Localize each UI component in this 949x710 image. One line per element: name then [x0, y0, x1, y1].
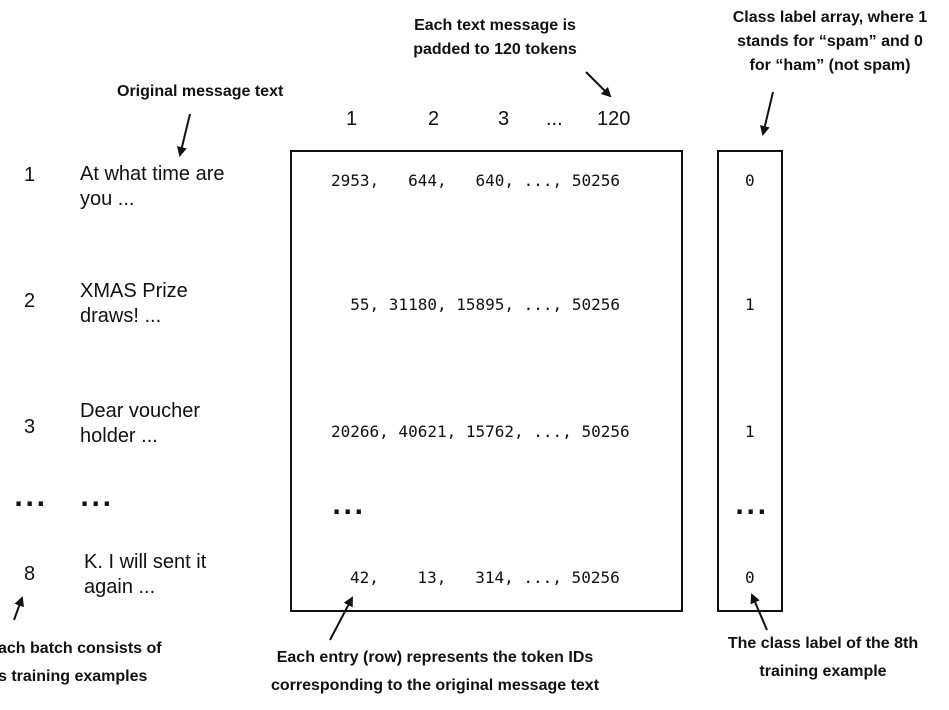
row-index-2: 2: [24, 290, 36, 312]
class-label-8th-annotation: The class label of the 8th training exam…: [708, 632, 938, 684]
class-label-8th-line-1: The class label of the 8th: [727, 635, 919, 652]
entry-row-annotation-line-1: Each entry (row) represents the token ID…: [276, 649, 594, 666]
row-index-8: 8: [24, 563, 36, 585]
column-header-1: 1: [346, 108, 358, 130]
entry-row-arrow: [329, 596, 353, 641]
class-array-arrow: [759, 91, 774, 136]
entry-row-annotation-line-2: corresponding to the original message te…: [270, 677, 600, 694]
message-text-3-line-2: holder ...: [80, 425, 158, 447]
class-label-array-line-3: for “ham” (not spam): [749, 57, 911, 74]
padded-arrow: [585, 71, 612, 98]
message-text-8-line-1: K. I will sent it: [84, 551, 207, 573]
class-label-array: [717, 150, 783, 612]
message-text-8-line-2: again ...: [84, 576, 156, 598]
token-ids-row-2: 55, 31180, 15895, ..., 50256: [331, 295, 620, 314]
class-label-array-line-1: Class label array, where 1: [732, 9, 928, 26]
message-text-1: At what time are you ...: [80, 162, 225, 212]
class-label-array-annotation: Class label array, where 1 stands for “s…: [712, 6, 948, 78]
row-index-3: 3: [24, 416, 36, 438]
message-text-2-line-1: XMAS Prize: [80, 280, 188, 302]
message-text-2: XMAS Prize draws! ...: [80, 279, 188, 329]
class-label-array-line-2: stands for “spam” and 0: [737, 33, 923, 50]
message-text-1-line-1: At what time are: [80, 163, 225, 185]
column-header-120: 120: [597, 108, 631, 130]
message-text-2-line-2: draws! ...: [80, 305, 162, 327]
original-message-annotation: Original message text: [117, 83, 284, 100]
column-header-3: 3: [498, 108, 510, 130]
token-ids-row-1: 2953, 644, 640, ..., 50256: [331, 171, 620, 190]
original-message-arrow: [177, 113, 191, 157]
matrix-ellipsis: ...: [332, 492, 366, 520]
label-ellipsis: ...: [735, 492, 769, 520]
padded-annotation-line-1: Each text message is: [414, 17, 576, 34]
padded-annotation: Each text message is padded to 120 token…: [385, 14, 605, 62]
batch-arrow: [13, 596, 24, 621]
class-label-8th-arrow: [750, 593, 768, 631]
column-header-ellipsis: ...: [546, 108, 563, 130]
message-text-1-line-2: you ...: [80, 188, 135, 210]
message-text-3-line-1: Dear voucher: [80, 400, 201, 422]
message-text-8: K. I will sent it again ...: [84, 550, 206, 600]
token-ids-row-8: 42, 13, 314, ..., 50256: [350, 568, 620, 587]
row-index-ellipsis: ...: [14, 484, 48, 512]
class-label-8th-line-2: training example: [759, 663, 887, 680]
batch-annotation-line-2: s training examples: [0, 668, 148, 685]
token-ids-row-3: 20266, 40621, 15762, ..., 50256: [331, 422, 630, 441]
entry-row-annotation: Each entry (row) represents the token ID…: [250, 646, 620, 698]
batch-annotation-line-1: ach batch consists of: [0, 640, 162, 657]
column-header-2: 2: [428, 108, 440, 130]
token-id-matrix: [290, 150, 683, 612]
class-label-3: 1: [745, 422, 755, 441]
padded-annotation-line-2: padded to 120 tokens: [413, 41, 577, 58]
class-label-2: 1: [745, 295, 755, 314]
message-text-3: Dear voucher holder ...: [80, 399, 200, 449]
batch-annotation: ach batch consists of s training example…: [0, 637, 162, 689]
class-label-1: 0: [745, 171, 755, 190]
row-index-1: 1: [24, 164, 36, 186]
message-text-ellipsis: ...: [80, 484, 114, 512]
class-label-8: 0: [745, 568, 755, 587]
